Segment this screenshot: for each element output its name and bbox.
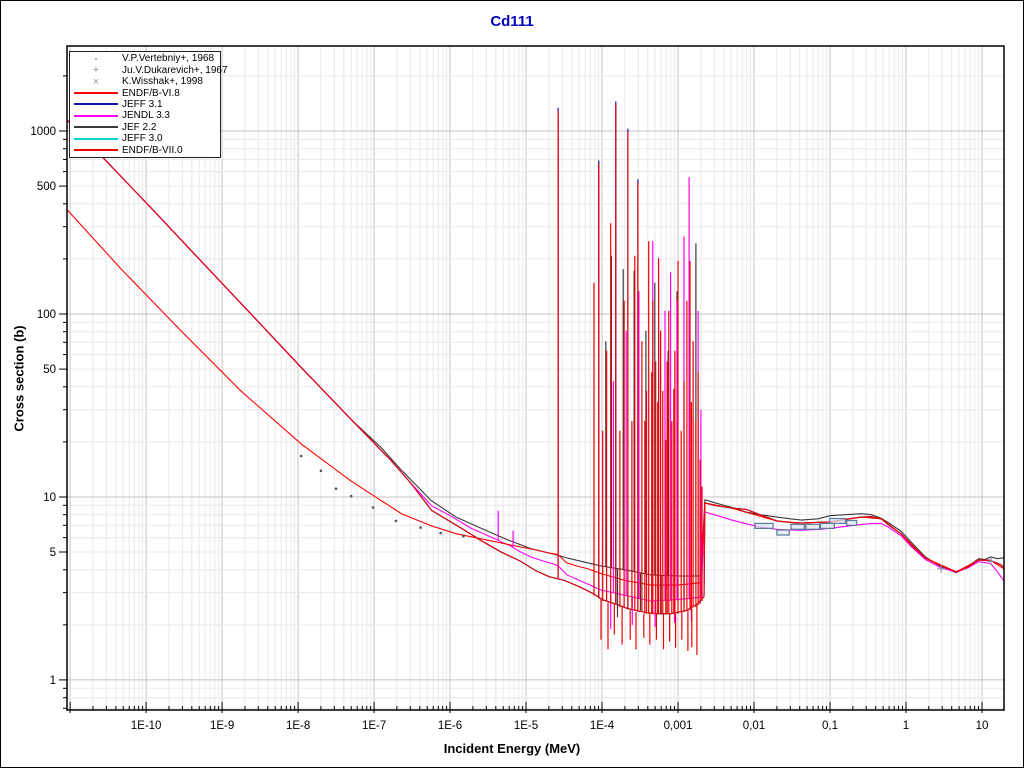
svg-text:1E-5: 1E-5: [514, 720, 538, 732]
y-axis-title: Cross section (b): [11, 325, 27, 432]
svg-text:1000: 1000: [30, 126, 56, 138]
legend-label: Ju.V.Dukarevich+, 1967: [122, 64, 228, 76]
legend-label: JEFF 3.0: [122, 133, 163, 145]
svg-text:1E-9: 1E-9: [210, 720, 234, 732]
svg-text:500: 500: [37, 181, 56, 193]
legend-box: V.P.Vertebniy+, 1968 + Ju.V.Dukarevich+, 1…: [69, 51, 228, 158]
legend-label: JEFF 3.1: [122, 98, 163, 110]
svg-text:1E-10: 1E-10: [131, 720, 162, 732]
legend-item: JEF 2.2: [70, 122, 220, 133]
svg-text:0,1: 0,1: [822, 720, 838, 732]
legend-line-swatch: [70, 126, 122, 129]
legend-item: × K.Wisshak+, 1998: [70, 76, 220, 87]
legend-line-swatch: [70, 149, 122, 152]
legend-label: ENDF/B-VII.0: [122, 144, 183, 156]
legend-label: V.P.Vertebniy+, 1968: [122, 53, 215, 65]
svg-text:0,01: 0,01: [743, 720, 765, 732]
svg-text:100: 100: [37, 309, 56, 321]
legend-dot-icon: [70, 57, 122, 60]
chart-title: Cd111: [490, 13, 534, 30]
legend-line-swatch: [70, 114, 122, 117]
legend-label: JEF 2.2: [122, 121, 157, 133]
legend-item: ENDF/B-VI.8: [70, 88, 220, 99]
legend-label: JENDL 3.3: [122, 110, 170, 122]
legend-line-swatch: [70, 92, 122, 95]
svg-text:1: 1: [903, 720, 909, 732]
legend-item: V.P.Vertebniy+, 1968: [70, 53, 220, 64]
svg-text:1E-7: 1E-7: [362, 720, 386, 732]
svg-text:0,001: 0,001: [664, 720, 693, 732]
svg-text:1E-6: 1E-6: [438, 720, 462, 732]
legend-item: ENDF/B-VII.0: [70, 145, 220, 156]
legend-label: ENDF/B-VI.8: [122, 87, 180, 99]
svg-text:10: 10: [43, 492, 56, 504]
legend-line-swatch: [70, 103, 122, 106]
legend-item: + Ju.V.Dukarevich+, 1967: [70, 64, 228, 77]
legend-plus-icon: +: [92, 64, 100, 77]
legend-item: JENDL 3.3: [70, 110, 220, 121]
svg-text:5: 5: [50, 547, 56, 559]
svg-text:1: 1: [50, 675, 56, 687]
legend-label: K.Wisshak+, 1998: [122, 76, 203, 88]
legend-line-swatch: [70, 137, 122, 140]
legend-times-icon: ×: [92, 75, 100, 88]
svg-text:1E-8: 1E-8: [286, 720, 310, 732]
legend-item: JEFF 3.0: [70, 133, 220, 144]
svg-text:50: 50: [43, 364, 56, 376]
legend-item: JEFF 3.1: [70, 99, 220, 110]
svg-text:10: 10: [976, 720, 989, 732]
x-axis-title: Incident Energy (MeV): [443, 741, 581, 756]
svg-text:1E-4: 1E-4: [590, 720, 615, 732]
